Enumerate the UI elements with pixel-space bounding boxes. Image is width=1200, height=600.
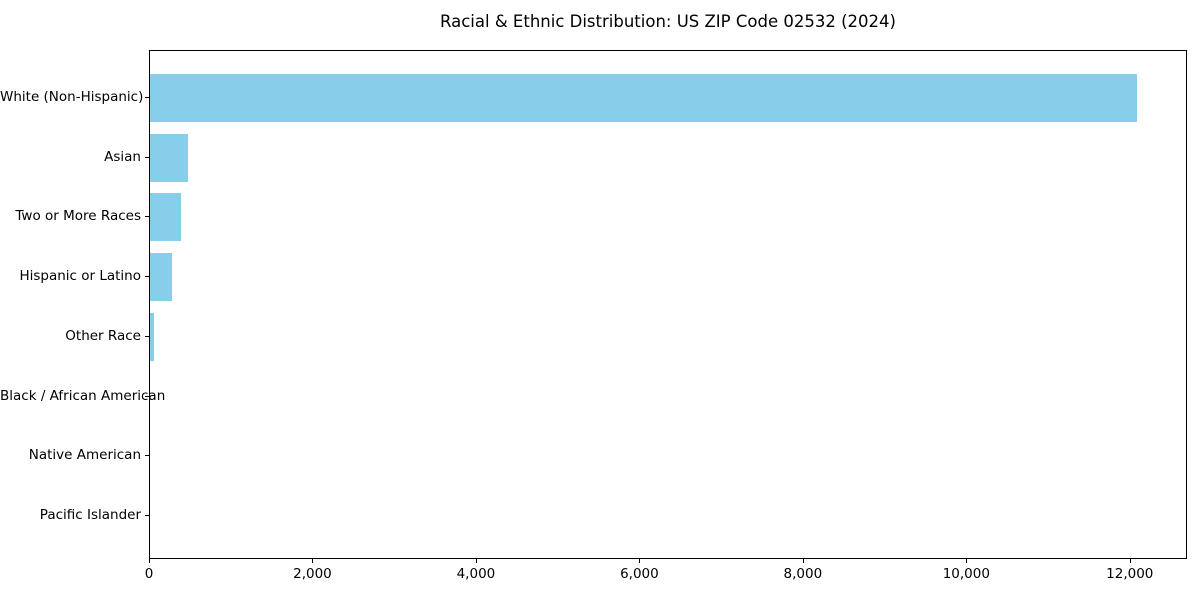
y-axis-tick bbox=[145, 97, 149, 98]
bar-two-or-more-races bbox=[150, 193, 181, 242]
x-axis-tick bbox=[312, 559, 314, 563]
x-axis-tick bbox=[1129, 559, 1131, 563]
x-axis-tick-label: 10,000 bbox=[942, 566, 990, 582]
bar-hispanic-or-latino bbox=[150, 253, 172, 302]
y-axis-tick bbox=[145, 156, 149, 158]
x-axis-tick bbox=[639, 559, 641, 563]
x-axis-tick bbox=[802, 559, 804, 563]
bar-asian bbox=[150, 133, 188, 182]
y-axis-label: Pacific Islander bbox=[39, 506, 141, 523]
y-axis-tick bbox=[145, 514, 149, 516]
y-axis-label: Native American bbox=[28, 447, 141, 464]
y-axis-tick bbox=[145, 276, 149, 278]
x-axis-tick-label: 8,000 bbox=[783, 566, 823, 582]
chart-title: Racial & Ethnic Distribution: US ZIP Cod… bbox=[440, 12, 896, 31]
x-axis-tick bbox=[475, 559, 477, 563]
y-axis-label: Two or More Races bbox=[15, 208, 141, 225]
x-axis-tick bbox=[149, 559, 150, 563]
x-axis-tick bbox=[966, 559, 968, 563]
x-axis-tick-label: 12,000 bbox=[1106, 566, 1154, 582]
bar-other-race bbox=[150, 312, 154, 361]
plot-area bbox=[149, 50, 1187, 559]
y-axis-tick bbox=[145, 335, 149, 337]
bar-white-non-hispanic bbox=[150, 74, 1137, 122]
y-axis-label: Asian bbox=[104, 148, 141, 165]
y-axis-label: Other Race bbox=[65, 327, 141, 344]
y-axis-label: Black / African American bbox=[0, 387, 166, 404]
y-axis-label: Hispanic or Latino bbox=[19, 268, 141, 285]
y-axis-tick bbox=[145, 395, 149, 397]
x-axis-tick-label: 0 bbox=[144, 566, 154, 582]
y-axis-tick bbox=[145, 455, 149, 457]
y-axis-label: White (Non-Hispanic) bbox=[0, 89, 144, 105]
x-axis-tick-label: 4,000 bbox=[456, 566, 496, 582]
y-axis-tick bbox=[145, 216, 149, 218]
x-axis-tick-label: 2,000 bbox=[293, 566, 332, 582]
x-axis-tick-label: 6,000 bbox=[620, 566, 659, 582]
